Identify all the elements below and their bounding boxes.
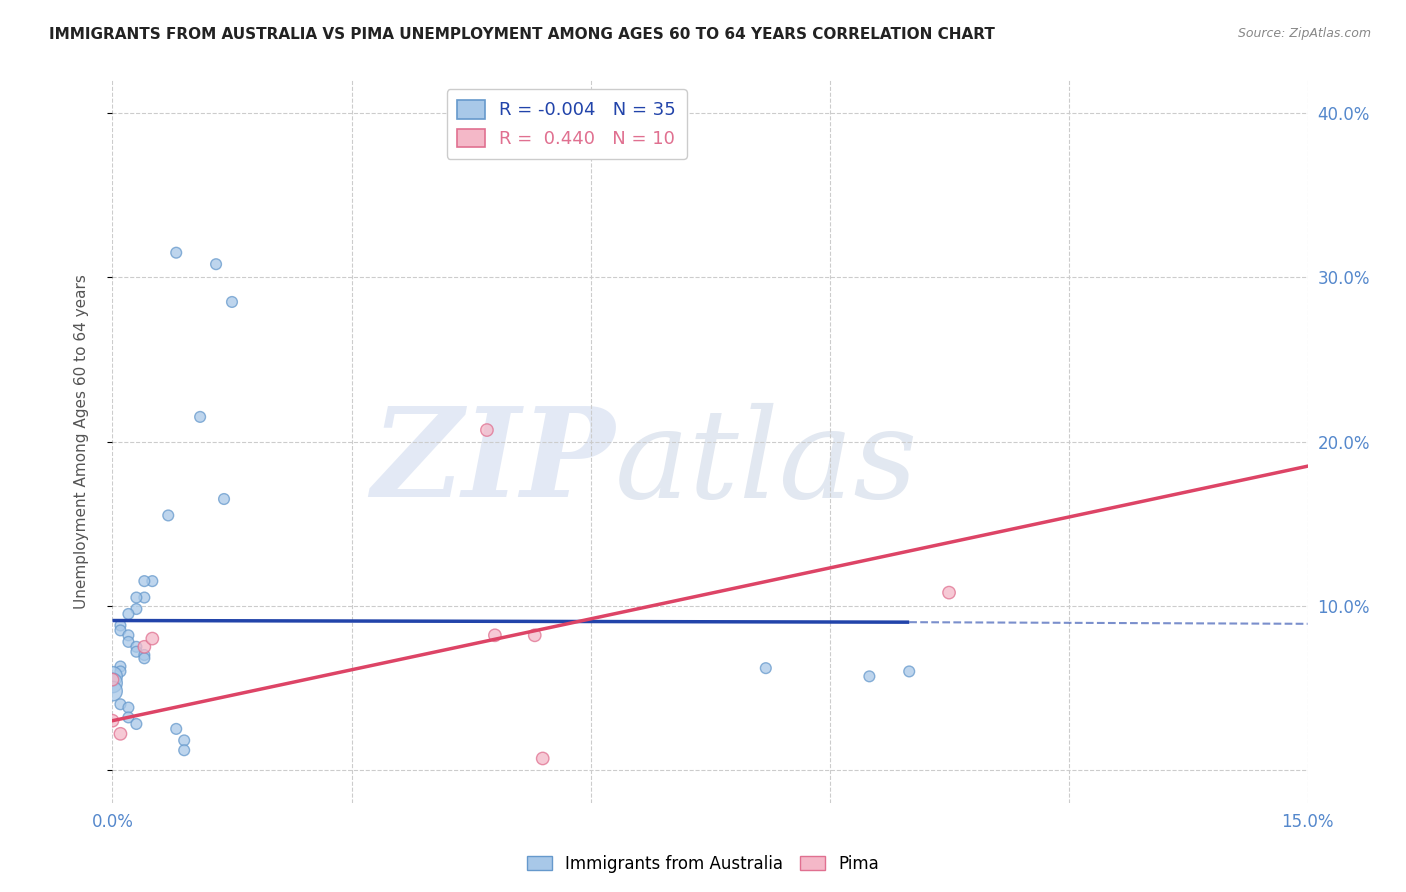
Point [134, 574, 156, 588]
Legend: R = -0.004   N = 35, R =  0.440   N = 10: R = -0.004 N = 35, R = 0.440 N = 10 [447, 89, 686, 159]
Point [165, 245, 187, 260]
Point [110, 618, 132, 632]
Point [858, 669, 880, 683]
Text: atlas: atlas [614, 402, 918, 524]
Point [125, 591, 148, 605]
Point [125, 602, 148, 616]
Point [523, 628, 546, 642]
Point [101, 669, 124, 683]
Point [134, 591, 156, 605]
Point [134, 651, 156, 665]
Point [205, 257, 228, 271]
Point [188, 409, 211, 424]
Point [484, 628, 506, 642]
Point [141, 632, 163, 646]
Point [125, 640, 148, 654]
Point [531, 751, 554, 765]
Point [110, 624, 132, 638]
Point [165, 722, 187, 736]
Text: ZIP: ZIP [371, 402, 614, 524]
Text: Source: ZipAtlas.com: Source: ZipAtlas.com [1237, 27, 1371, 40]
Point [101, 714, 124, 728]
Y-axis label: Unemployment Among Ages 60 to 64 years: Unemployment Among Ages 60 to 64 years [75, 274, 89, 609]
Point [117, 710, 139, 724]
Point [101, 673, 124, 687]
Point [173, 733, 195, 747]
Legend: Immigrants from Australia, Pima: Immigrants from Australia, Pima [520, 848, 886, 880]
Point [125, 717, 148, 731]
Point [173, 743, 195, 757]
Point [134, 648, 156, 662]
Point [117, 607, 139, 621]
Point [141, 574, 163, 588]
Point [110, 698, 132, 712]
Point [755, 661, 778, 675]
Point [110, 727, 132, 741]
Point [221, 295, 243, 310]
Point [110, 665, 132, 679]
Point [475, 423, 498, 437]
Point [117, 700, 139, 714]
Point [938, 585, 960, 599]
Point [110, 659, 132, 673]
Point [125, 645, 148, 659]
Point [101, 676, 124, 690]
Point [134, 640, 156, 654]
Point [898, 665, 921, 679]
Point [101, 684, 124, 698]
Point [212, 491, 235, 506]
Point [117, 635, 139, 649]
Text: IMMIGRANTS FROM AUSTRALIA VS PIMA UNEMPLOYMENT AMONG AGES 60 TO 64 YEARS CORRELA: IMMIGRANTS FROM AUSTRALIA VS PIMA UNEMPL… [49, 27, 995, 42]
Point [117, 628, 139, 642]
Point [157, 508, 180, 523]
